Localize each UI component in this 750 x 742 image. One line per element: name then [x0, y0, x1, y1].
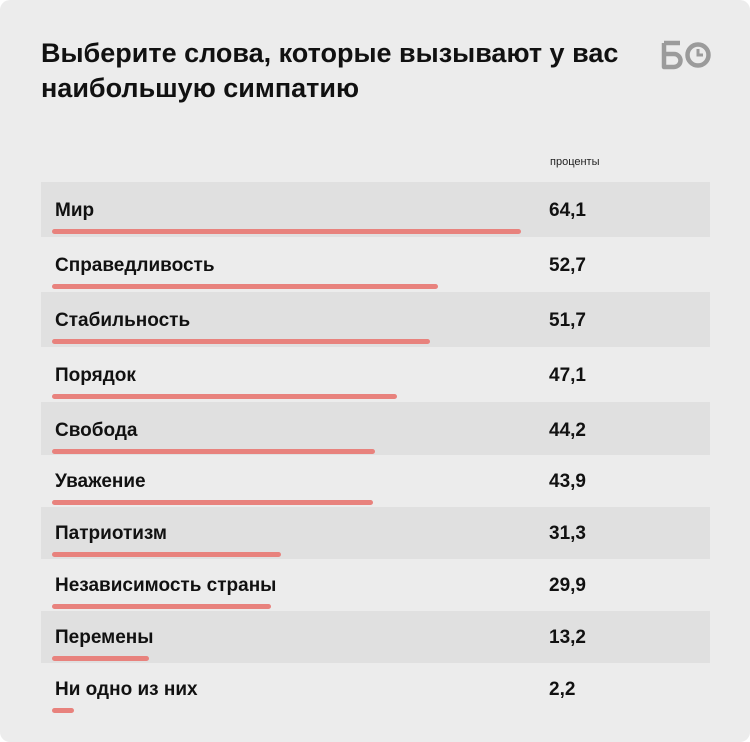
chart-title: Выберите слова, которые вызывают у вас н…	[41, 38, 619, 103]
value-label: 13,2	[549, 627, 586, 648]
value-label: 52,7	[549, 255, 586, 276]
category-label: Порядок	[55, 365, 136, 386]
data-bar	[52, 229, 521, 234]
category-label: Патриотизм	[55, 523, 167, 544]
bo-logo: БО	[661, 40, 711, 70]
chart-row: Справедливость 52,7	[41, 237, 710, 292]
value-label: 29,9	[549, 575, 586, 596]
value-label: 51,7	[549, 310, 586, 331]
chart-row: Уважение 43,9	[41, 455, 710, 507]
value-label: 47,1	[549, 365, 586, 386]
value-label: 64,1	[549, 200, 586, 221]
data-bar	[52, 284, 438, 289]
data-bar	[52, 394, 397, 399]
value-label: 31,3	[549, 523, 586, 544]
chart-row: Патриотизм 31,3	[41, 507, 710, 559]
category-label: Перемены	[55, 627, 154, 648]
data-bar	[52, 339, 431, 344]
category-label: Справедливость	[55, 255, 215, 276]
value-label: 2,2	[549, 679, 576, 700]
value-label: 44,2	[549, 420, 586, 441]
data-bar	[52, 552, 281, 557]
chart-row: Стабильность 51,7	[41, 292, 710, 347]
chart-row: Свобода 44,2	[41, 402, 710, 455]
category-label: Мир	[55, 200, 95, 221]
data-bar	[52, 656, 149, 661]
chart-row: Перемены 13,2	[41, 611, 710, 663]
data-bar	[52, 449, 376, 454]
data-bar	[52, 604, 271, 609]
category-label: Ни одно из них	[55, 679, 198, 700]
chart-row: Независимость страны 29,9	[41, 559, 710, 611]
data-bar	[52, 708, 74, 713]
category-label: Стабильность	[55, 310, 191, 331]
chart-row: Мир 64,1	[41, 182, 710, 237]
chart-row: Ни одно из них 2,2	[41, 663, 710, 715]
value-label: 43,9	[549, 471, 586, 492]
unit-label: проценты	[550, 156, 600, 168]
category-label: Независимость страны	[55, 575, 277, 596]
category-label: Свобода	[55, 420, 138, 441]
data-bar	[52, 500, 374, 505]
chart-row: Порядок 47,1	[41, 347, 710, 402]
category-label: Уважение	[55, 471, 146, 492]
